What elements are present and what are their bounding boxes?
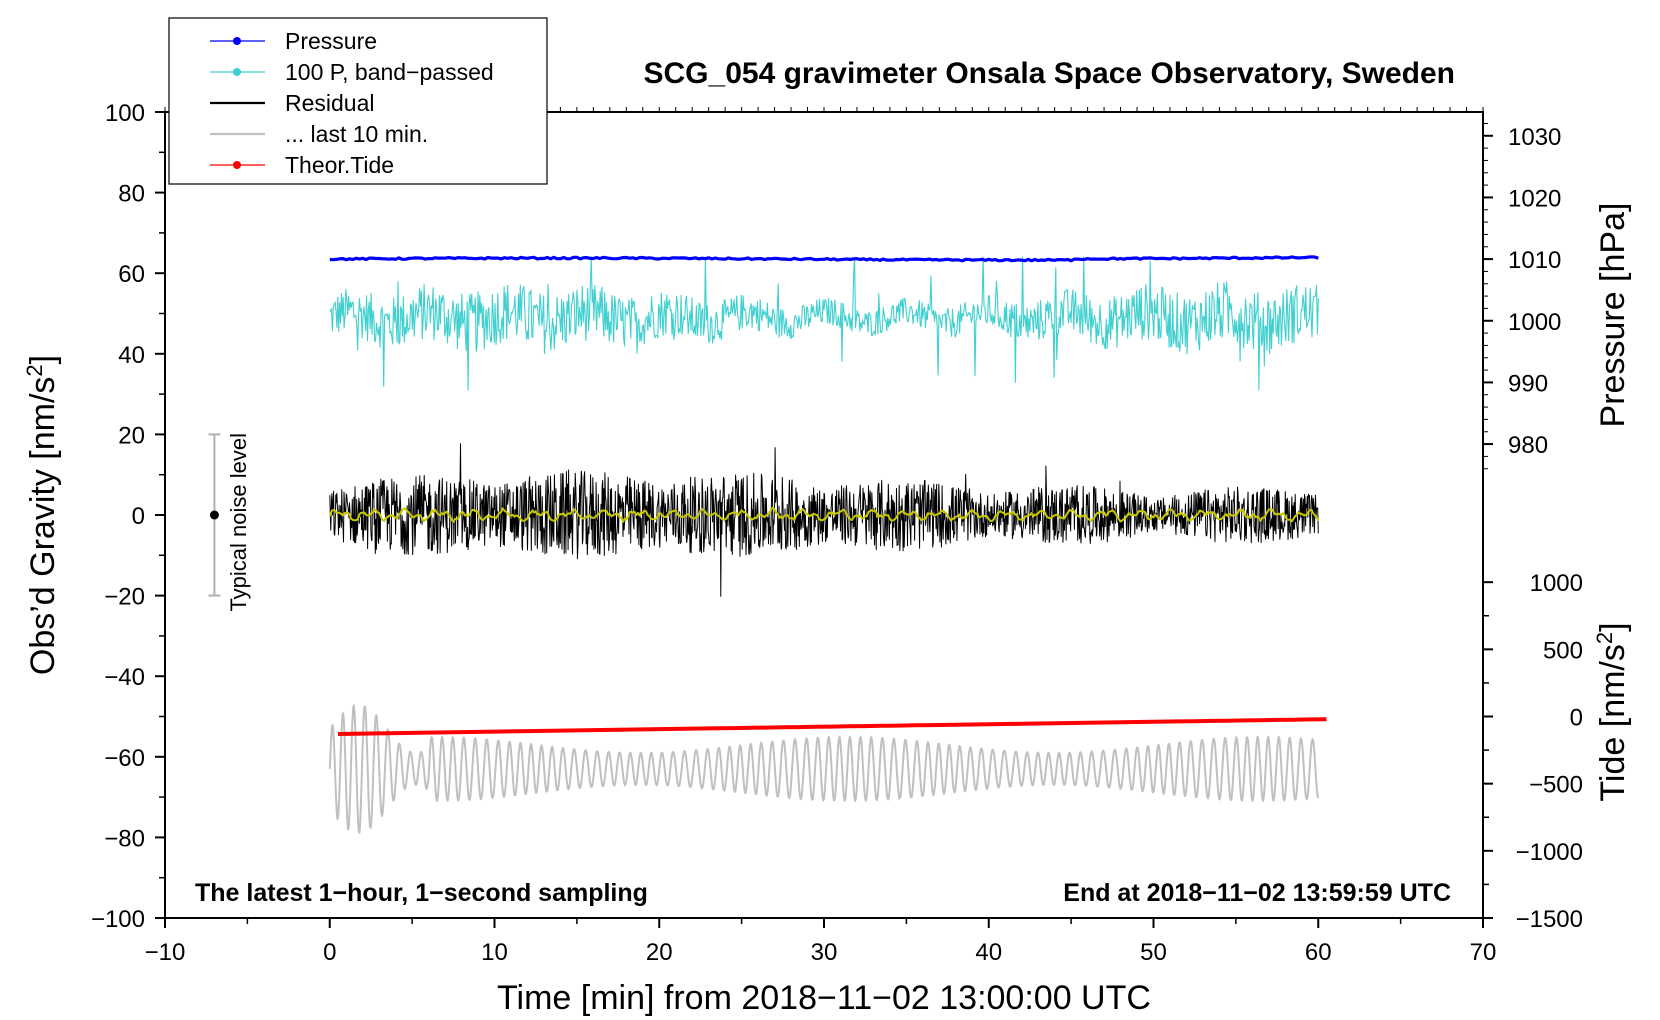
y-left-tick-label: 40: [118, 342, 145, 369]
pressure-tick-label: 980: [1508, 432, 1548, 459]
theoretical-tide-line: [337, 717, 1327, 736]
pressure-tick-label: 1030: [1508, 124, 1561, 151]
pressure-tick-label: 990: [1508, 370, 1548, 397]
pressure-axis-ticks: 1030 1020 1010 1000 990 980: [1483, 122, 1561, 470]
legend-box: [168, 17, 548, 185]
x-tick-label: 10: [481, 939, 508, 966]
pressure-line: [329, 255, 1319, 263]
tide-tick-label: −1000: [1516, 839, 1583, 866]
legend: Pressure 100 P, band−passed Residual ... la…: [168, 17, 548, 185]
legend-label: Theor.Tide: [285, 152, 394, 178]
tide-axis-title-sup: 2: [1592, 632, 1617, 644]
y-left-tick-label: −20: [104, 584, 145, 611]
x-tick-label: 50: [1140, 939, 1167, 966]
bandpassed-pressure-line: [329, 256, 1319, 391]
y-left-axis-ticks: 100 80 60 40 20 0 −20 −40 −60 −80 −100: [91, 100, 165, 933]
footer-left-note: The latest 1−hour, 1−second sampling: [195, 879, 648, 907]
legend-label: Pressure: [285, 28, 377, 54]
legend-label: ... last 10 min.: [285, 121, 428, 147]
y-left-tick-label: −80: [104, 825, 145, 852]
smoothed-residual-line: [328, 506, 1320, 523]
tide-tick-label: −1500: [1516, 906, 1583, 933]
x-axis-ticks: −10 0 10 20 30 40 50 60 70: [145, 918, 1497, 966]
y-left-axis-title-main: Obs’d Gravity [nm/s: [24, 377, 62, 676]
y-left-tick-label: −40: [104, 664, 145, 691]
y-left-tick-label: 60: [118, 261, 145, 288]
tide-tick-label: 0: [1570, 705, 1583, 732]
legend-label: Residual: [285, 90, 375, 116]
series-layer: [328, 255, 1327, 834]
tide-axis-ticks: 1000 500 0 −500 −1000 −1500: [1483, 570, 1583, 933]
legend-swatch-dot: [233, 37, 241, 45]
noise-level-label: Typical noise level: [226, 433, 251, 612]
pressure-tick-label: 1010: [1508, 247, 1561, 274]
x-tick-label: 20: [646, 939, 673, 966]
y-left-tick-label: −60: [104, 745, 145, 772]
x-axis-title: Time [min] from 2018−11−02 13:00:00 UTC: [497, 979, 1151, 1017]
y-left-axis-title-suffix: ]: [24, 355, 62, 364]
x-tick-label: 60: [1305, 939, 1332, 966]
x-tick-label: 30: [811, 939, 838, 966]
legend-label: 100 P, band−passed: [285, 59, 494, 85]
tide-tick-label: 500: [1543, 637, 1583, 664]
x-tick-label: −10: [145, 939, 186, 966]
y-left-tick-label: 80: [118, 181, 145, 208]
last-10-min-line: [328, 704, 1320, 834]
footer-right-note: End at 2018−11−02 13:59:59 UTC: [1063, 879, 1451, 907]
pressure-tick-label: 1000: [1508, 309, 1561, 336]
legend-swatch-dot: [233, 68, 241, 76]
legend-swatch-dot: [233, 161, 241, 169]
pressure-axis-title: Pressure [hPa]: [1594, 203, 1632, 428]
tide-tick-label: −500: [1529, 772, 1583, 799]
y-left-tick-label: 0: [132, 503, 145, 530]
tide-tick-label: 1000: [1530, 570, 1583, 597]
tide-axis-title: Tide [nm/s2]: [1592, 622, 1632, 801]
tide-axis-title-main: Tide [nm/s: [1594, 644, 1632, 801]
noise-level-indicator: Typical noise level: [208, 433, 251, 612]
tide-axis-title-suffix: ]: [1594, 622, 1632, 631]
y-left-tick-label: 100: [105, 100, 145, 127]
pressure-tick-label: 1020: [1508, 185, 1561, 212]
y-left-tick-label: −100: [91, 906, 145, 933]
y-left-tick-label: 20: [118, 422, 145, 449]
chart-title: SCG_054 gravimeter Onsala Space Observat…: [644, 57, 1456, 90]
y-left-axis-title-sup: 2: [22, 364, 47, 376]
noise-level-dot: [209, 510, 219, 520]
x-tick-label: 70: [1470, 939, 1497, 966]
residual-line: [329, 443, 1319, 597]
x-tick-label: 40: [975, 939, 1002, 966]
y-left-axis-title: Obs’d Gravity [nm/s2]: [22, 355, 62, 675]
x-tick-label: 0: [323, 939, 336, 966]
